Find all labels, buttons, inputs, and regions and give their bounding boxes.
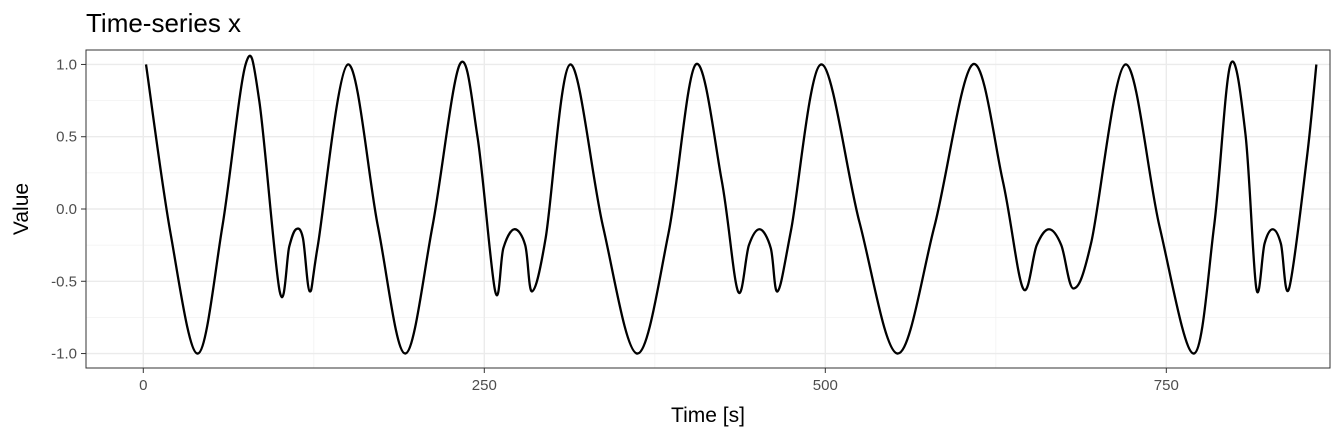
x-tick-label: 500: [813, 377, 838, 394]
series-line-0: [144, 54, 1318, 355]
y-tick-label: -1.0: [51, 346, 77, 363]
x-axis: 0 250 500 750: [139, 368, 1179, 394]
grid: [86, 50, 1330, 368]
x-tick-label: 0: [139, 377, 147, 394]
y-tick-label: 0.5: [56, 129, 77, 146]
y-tick-label: -0.5: [51, 273, 77, 290]
x-tick-label: 250: [472, 377, 497, 394]
y-axis-title: Value: [10, 183, 33, 235]
series-layer: [144, 54, 1318, 355]
y-tick-label: 1.0: [56, 56, 77, 73]
x-tick-label: 750: [1154, 377, 1179, 394]
y-axis: -1.0 -0.5 0.0 0.5 1.0: [51, 56, 86, 363]
y-tick-label: 0.0: [56, 201, 77, 218]
chart-title: Time-series x: [86, 8, 241, 38]
x-axis-title: Time [s]: [671, 404, 745, 427]
